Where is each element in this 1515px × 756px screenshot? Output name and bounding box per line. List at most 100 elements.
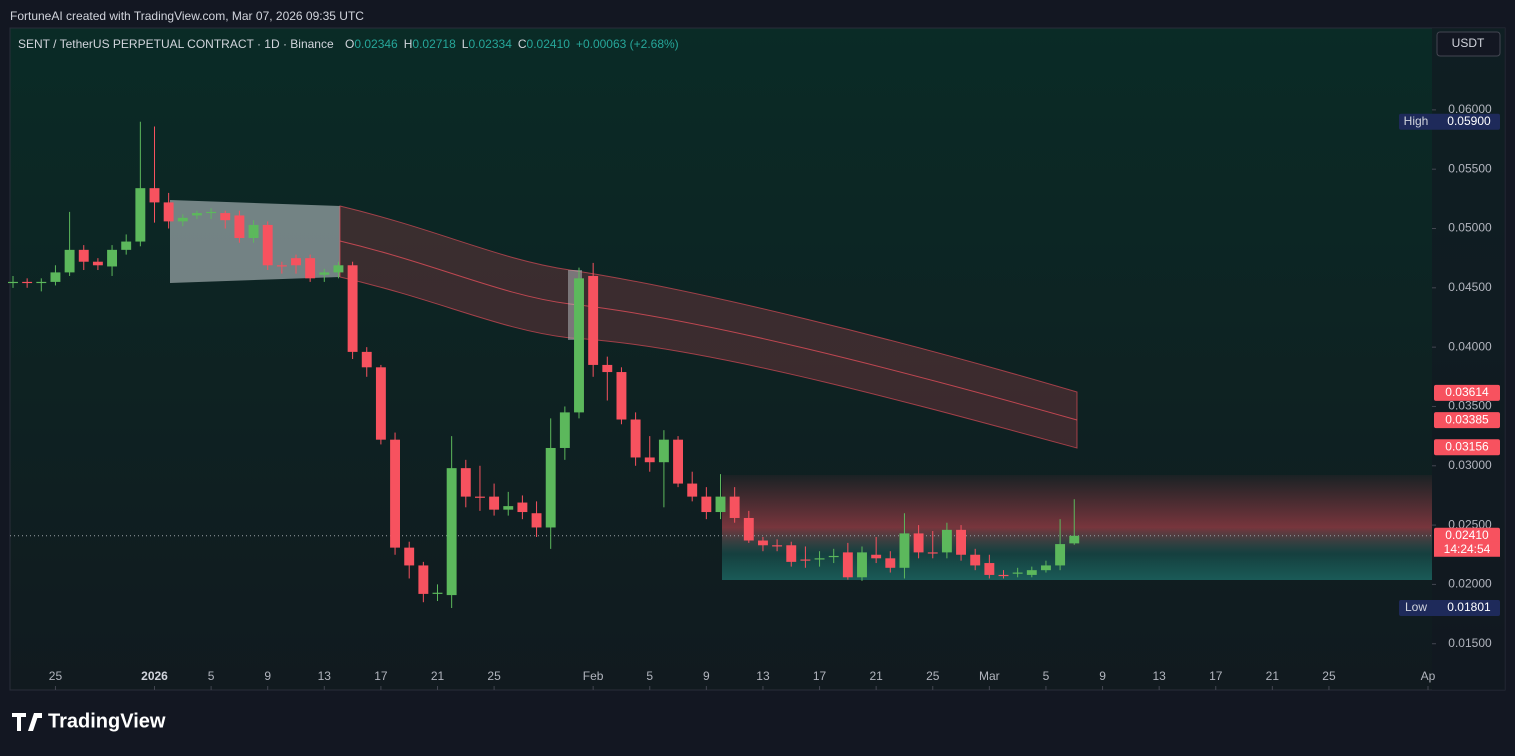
countdown: 14:24:54 bbox=[1444, 542, 1491, 556]
candle-body bbox=[291, 258, 301, 266]
legend: SENT / TetherUS PERPETUAL CONTRACT · 1D … bbox=[18, 37, 679, 51]
candle-body bbox=[432, 592, 443, 594]
y-tick-label: 0.02000 bbox=[1448, 577, 1492, 591]
price-axis bbox=[1432, 28, 1505, 690]
candle-body bbox=[276, 265, 287, 267]
x-tick-label: 13 bbox=[1152, 669, 1166, 683]
candle-body bbox=[673, 439, 684, 484]
candle-body bbox=[630, 419, 641, 458]
legend-key: H bbox=[404, 37, 413, 51]
candle-body bbox=[970, 554, 981, 566]
x-tick-label: 25 bbox=[487, 669, 501, 683]
x-tick-label: 21 bbox=[1266, 669, 1280, 683]
candle-body bbox=[177, 217, 188, 222]
ribbon-mid bbox=[339, 240, 1078, 421]
candle-body bbox=[658, 439, 669, 463]
candle-body bbox=[616, 372, 627, 420]
x-tick-label: 9 bbox=[703, 669, 710, 683]
candle-body bbox=[899, 533, 910, 568]
legend-value: 0.02334 bbox=[468, 37, 512, 51]
y-tick-label: 0.04500 bbox=[1448, 280, 1492, 294]
candle-body bbox=[474, 496, 485, 498]
candle-body bbox=[191, 213, 202, 216]
currency-button[interactable] bbox=[1436, 31, 1501, 57]
candle-body bbox=[206, 211, 217, 214]
brand-name: TradingView bbox=[48, 710, 166, 732]
brand: TradingView bbox=[12, 710, 166, 732]
marker-label: Low bbox=[1405, 600, 1427, 614]
legend-symbol: SENT / TetherUS PERPETUAL CONTRACT · 1D … bbox=[18, 37, 334, 51]
candle-body bbox=[913, 533, 924, 553]
candle-body bbox=[8, 281, 18, 284]
header: FortuneAI created with TradingView.com, … bbox=[10, 9, 364, 23]
x-tick-label: 9 bbox=[1099, 669, 1106, 683]
candle-body bbox=[842, 552, 853, 578]
legend-key: O bbox=[345, 37, 354, 51]
candle-body bbox=[220, 213, 231, 221]
candle-body bbox=[64, 249, 75, 273]
candle-body bbox=[36, 281, 47, 284]
candle-body bbox=[375, 367, 386, 440]
candle-body bbox=[489, 496, 500, 510]
x-tick-label: 2026 bbox=[141, 669, 168, 683]
candle-body bbox=[319, 272, 330, 275]
x-tick-label: 25 bbox=[926, 669, 940, 683]
x-tick-label: 25 bbox=[49, 669, 63, 683]
candle-body bbox=[772, 545, 783, 547]
marker-price: 0.05900 bbox=[1447, 114, 1491, 128]
price-tag-label: 0.03385 bbox=[1445, 412, 1489, 426]
candle-body bbox=[786, 545, 797, 562]
candle-body bbox=[941, 529, 952, 553]
candle-body bbox=[956, 529, 967, 555]
marker-price: 0.01801 bbox=[1447, 600, 1491, 614]
candle-body bbox=[531, 513, 542, 528]
candle-body bbox=[559, 412, 570, 448]
candle-body bbox=[305, 258, 316, 279]
candle-body bbox=[22, 281, 33, 284]
candle-body bbox=[1012, 572, 1023, 574]
candle-body bbox=[715, 496, 726, 513]
price-tag-label: 0.03614 bbox=[1445, 385, 1489, 399]
candle-body bbox=[644, 457, 655, 463]
x-tick-label: 5 bbox=[208, 669, 215, 683]
candle-body bbox=[729, 496, 740, 518]
candle-body bbox=[347, 265, 358, 352]
x-tick-label: 5 bbox=[646, 669, 653, 683]
candle-body bbox=[50, 272, 61, 282]
candle-body bbox=[984, 563, 995, 575]
candle-body bbox=[163, 202, 174, 222]
x-tick-label: 13 bbox=[756, 669, 770, 683]
candle-body bbox=[78, 249, 89, 262]
candle-body bbox=[390, 439, 401, 548]
candle-body bbox=[927, 552, 938, 554]
x-tick-label: Ap bbox=[1421, 669, 1436, 683]
candle-body bbox=[404, 547, 415, 566]
candle-body bbox=[885, 558, 896, 568]
candle-body bbox=[517, 502, 528, 513]
legend-change: +0.00063 (+2.68%) bbox=[576, 37, 679, 51]
candle-body bbox=[1055, 544, 1066, 566]
currency[interactable]: USDT bbox=[1452, 36, 1485, 50]
price-tag-label: 0.03156 bbox=[1445, 439, 1489, 453]
candle-body bbox=[460, 468, 471, 497]
candle-body bbox=[503, 506, 514, 510]
candle-body bbox=[361, 351, 372, 368]
y-tick-label: 0.05000 bbox=[1448, 221, 1492, 235]
y-tick-label: 0.02500 bbox=[1448, 517, 1492, 531]
x-tick-label: 21 bbox=[431, 669, 445, 683]
marker-box bbox=[1399, 113, 1500, 130]
price-tag bbox=[1434, 527, 1500, 544]
brand-logo bbox=[12, 713, 42, 731]
candle-body bbox=[701, 496, 712, 513]
candle-body bbox=[92, 261, 103, 266]
x-tick-label: Mar bbox=[979, 669, 1000, 683]
candle-body bbox=[857, 552, 867, 578]
y-tick-label: 0.04000 bbox=[1448, 339, 1492, 353]
candle-body bbox=[998, 574, 1009, 577]
price-tag bbox=[1434, 439, 1500, 456]
legend-value: 0.02410 bbox=[527, 37, 571, 51]
x-tick-label: 9 bbox=[264, 669, 271, 683]
price-tag-label: 0.02410 bbox=[1445, 528, 1489, 542]
candle-body bbox=[814, 558, 825, 560]
